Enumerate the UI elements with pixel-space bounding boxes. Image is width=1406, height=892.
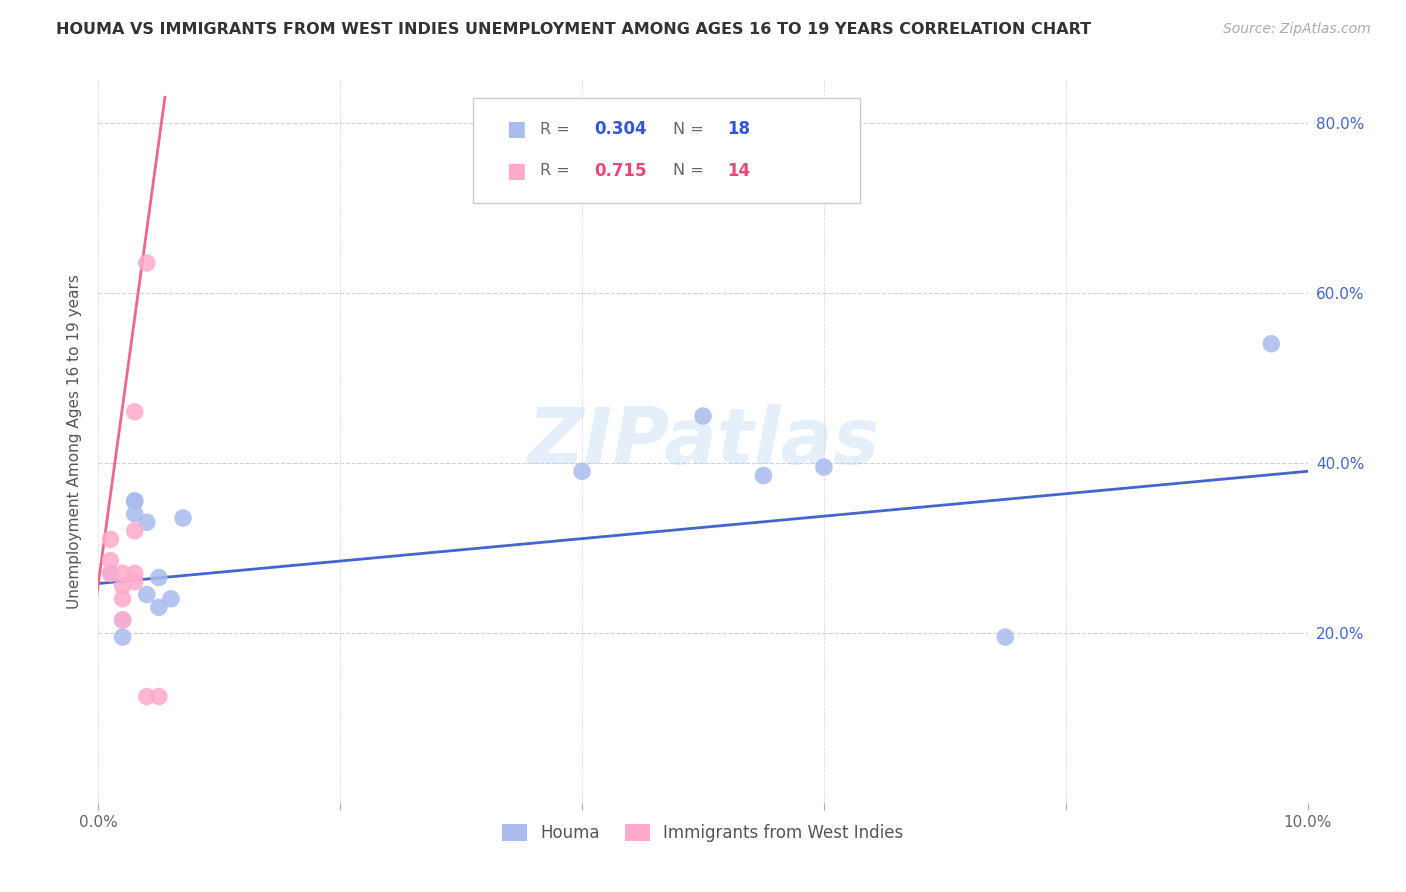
Point (124, 507, 146, 521)
Text: 18: 18 (727, 120, 751, 138)
Point (100, 566, 122, 581)
Point (571, 464, 593, 478)
Point (1260, 336, 1282, 351)
Point (135, 516, 157, 530)
Point (100, 553, 122, 567)
Point (994, 630, 1017, 644)
Text: N =: N = (672, 163, 709, 178)
Point (111, 613, 134, 627)
Point (111, 613, 134, 627)
Text: N =: N = (672, 122, 709, 136)
Point (172, 511, 194, 525)
Y-axis label: Unemployment Among Ages 16 to 19 years: Unemployment Among Ages 16 to 19 years (67, 274, 83, 609)
Point (111, 630, 134, 644)
Text: Source: ZipAtlas.com: Source: ZipAtlas.com (1223, 22, 1371, 37)
Text: R =: R = (540, 163, 575, 178)
Point (124, 494, 146, 508)
Text: 0.304: 0.304 (595, 120, 647, 138)
Text: ZIPatlas: ZIPatlas (527, 403, 879, 480)
Point (124, 494, 146, 508)
Point (100, 566, 122, 581)
Text: R =: R = (540, 122, 575, 136)
Text: ■: ■ (506, 120, 526, 139)
FancyBboxPatch shape (474, 98, 860, 203)
Point (111, 591, 134, 606)
Point (124, 574, 146, 589)
Point (124, 405, 146, 419)
Point (752, 468, 775, 483)
Point (148, 690, 170, 704)
Text: 14: 14 (727, 161, 751, 179)
Point (148, 600, 170, 615)
Legend: Houma, Immigrants from West Indies: Houma, Immigrants from West Indies (496, 817, 910, 848)
Point (135, 256, 157, 270)
Point (124, 566, 146, 581)
Point (692, 409, 714, 423)
Text: ■: ■ (506, 161, 526, 180)
Point (111, 579, 134, 593)
Text: HOUMA VS IMMIGRANTS FROM WEST INDIES UNEMPLOYMENT AMONG AGES 16 TO 19 YEARS CORR: HOUMA VS IMMIGRANTS FROM WEST INDIES UNE… (56, 22, 1091, 37)
Text: 0.715: 0.715 (595, 161, 647, 179)
Point (135, 690, 157, 704)
Point (813, 460, 835, 475)
Point (135, 588, 157, 602)
Point (111, 566, 134, 581)
Point (124, 524, 146, 538)
Point (160, 591, 183, 606)
Point (100, 533, 122, 547)
Point (148, 570, 170, 584)
